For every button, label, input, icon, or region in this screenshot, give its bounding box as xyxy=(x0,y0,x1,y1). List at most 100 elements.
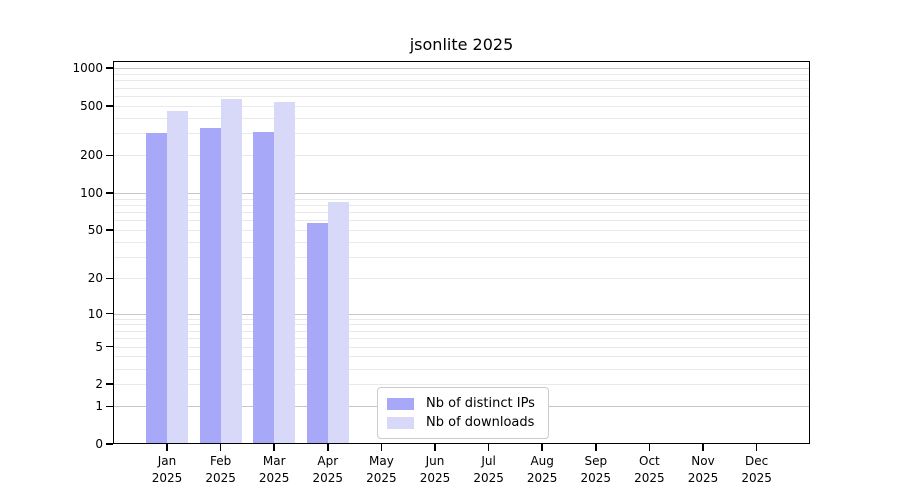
y-tick-mark xyxy=(106,67,113,69)
x-tick-label-year: 2025 xyxy=(366,471,397,485)
gridline-minor xyxy=(113,338,810,340)
y-tick-label: 10 xyxy=(87,306,103,321)
x-tick-label: Aug 2025 xyxy=(511,453,573,487)
gridline-minor xyxy=(113,356,810,358)
legend-label-distinct-ips: Nb of distinct IPs xyxy=(426,396,535,411)
x-tick-mark xyxy=(702,444,704,451)
x-tick-label: Oct 2025 xyxy=(618,453,680,487)
gridline-minor xyxy=(113,230,810,232)
legend: Nb of distinct IPs Nb of downloads xyxy=(377,387,549,439)
gridline-minor xyxy=(113,324,810,326)
gridline-minor xyxy=(113,87,810,89)
y-tick-mark xyxy=(106,277,113,280)
x-tick-label: Jan 2025 xyxy=(136,453,198,487)
x-tick-label-year: 2025 xyxy=(580,471,612,485)
x-tick-label: Dec 2025 xyxy=(726,453,788,487)
gridline-major xyxy=(113,313,810,315)
gridline-minor xyxy=(113,384,810,386)
legend-label-downloads: Nb of downloads xyxy=(426,415,535,430)
x-tick-mark xyxy=(755,444,758,451)
x-tick-label-year: 2025 xyxy=(634,471,665,485)
gridline-minor xyxy=(113,368,810,370)
x-tick-mark xyxy=(595,444,597,451)
gridline-minor xyxy=(113,80,810,82)
gridline-minor xyxy=(113,330,810,332)
y-tick-label: 5 xyxy=(95,339,103,354)
x-tick-mark xyxy=(648,444,651,451)
y-tick-mark xyxy=(106,345,113,348)
x-tick-label-year: 2025 xyxy=(205,471,236,485)
y-tick-label: 200 xyxy=(80,148,103,163)
x-tick-mark xyxy=(380,444,383,451)
x-tick-label-month: Feb xyxy=(209,454,232,468)
gridline-major xyxy=(113,192,810,194)
x-tick-label: May 2025 xyxy=(350,453,412,487)
x-tick-mark xyxy=(541,444,543,451)
legend-item-distinct-ips: Nb of distinct IPs xyxy=(387,395,538,412)
bar-downloads-feb xyxy=(220,99,242,444)
x-tick-mark xyxy=(273,444,275,451)
x-tick-mark xyxy=(434,444,436,451)
x-tick-label-month: Jun xyxy=(425,454,445,468)
gridline-minor xyxy=(113,204,810,206)
x-tick-label-month: Sep xyxy=(584,454,608,468)
gridline-minor xyxy=(113,155,810,157)
bar-distinct-ips-jan xyxy=(146,133,167,444)
x-tick-label: Mar 2025 xyxy=(243,453,305,487)
legend-swatch-distinct-ips-icon xyxy=(387,397,414,410)
gridline-minor xyxy=(113,346,810,348)
x-tick-label-month: Oct xyxy=(639,454,660,468)
legend-swatch-downloads-icon xyxy=(387,416,414,429)
y-tick-mark xyxy=(106,312,113,315)
x-tick-label-year: 2025 xyxy=(151,471,183,485)
x-tick-label-year: 2025 xyxy=(258,471,290,485)
x-tick-label: Apr 2025 xyxy=(297,453,359,487)
gridline-minor xyxy=(113,212,810,214)
bar-downloads-mar xyxy=(274,102,296,444)
x-tick-label: Sep 2025 xyxy=(565,453,627,487)
chart-title: jsonlite 2025 xyxy=(409,35,514,54)
x-tick-mark xyxy=(487,444,490,451)
x-tick-label-month: Apr xyxy=(317,454,339,468)
bar-distinct-ips-mar xyxy=(253,131,275,444)
y-tick-label: 50 xyxy=(87,223,103,238)
y-tick-mark xyxy=(106,405,113,408)
x-tick-label-year: 2025 xyxy=(419,471,451,485)
x-tick-label-month: May xyxy=(368,454,394,468)
x-tick-label: Jul 2025 xyxy=(458,453,520,487)
x-tick-label: Nov 2025 xyxy=(672,453,734,487)
gridline-minor xyxy=(113,133,810,135)
gridline-major xyxy=(113,68,810,70)
gridline-minor xyxy=(113,278,810,280)
gridline-minor xyxy=(113,105,810,107)
y-tick-label: 500 xyxy=(80,98,103,113)
x-tick-mark xyxy=(166,444,168,451)
x-tick-label-year: 2025 xyxy=(473,471,504,485)
x-tick-label-month: Dec xyxy=(744,454,769,468)
x-tick-label-month: Jan xyxy=(157,454,177,468)
bar-distinct-ips-apr xyxy=(306,223,328,444)
x-tick-label-year: 2025 xyxy=(741,471,772,485)
legend-item-downloads: Nb of downloads xyxy=(387,414,538,431)
y-tick-label: 100 xyxy=(80,185,103,200)
y-tick-mark xyxy=(106,383,113,385)
gridline-minor xyxy=(113,95,810,97)
bar-downloads-apr xyxy=(327,201,349,444)
x-tick-label-year: 2025 xyxy=(526,471,558,485)
plot-area xyxy=(113,61,810,444)
x-tick-mark xyxy=(219,444,222,451)
y-tick-mark xyxy=(106,154,113,157)
x-tick-label-year: 2025 xyxy=(687,471,719,485)
gridline-minor xyxy=(113,318,810,320)
bar-distinct-ips-feb xyxy=(199,128,221,444)
gridline-minor xyxy=(113,220,810,222)
y-tick-label: 2 xyxy=(95,377,103,392)
gridline-minor xyxy=(113,257,810,259)
x-tick-label-month: Jul xyxy=(481,454,496,468)
y-tick-label: 1 xyxy=(95,399,103,414)
y-tick-mark xyxy=(106,192,113,194)
x-tick-label-month: Aug xyxy=(530,454,554,468)
y-tick-mark xyxy=(106,443,113,445)
x-tick-label-month: Mar xyxy=(262,454,286,468)
